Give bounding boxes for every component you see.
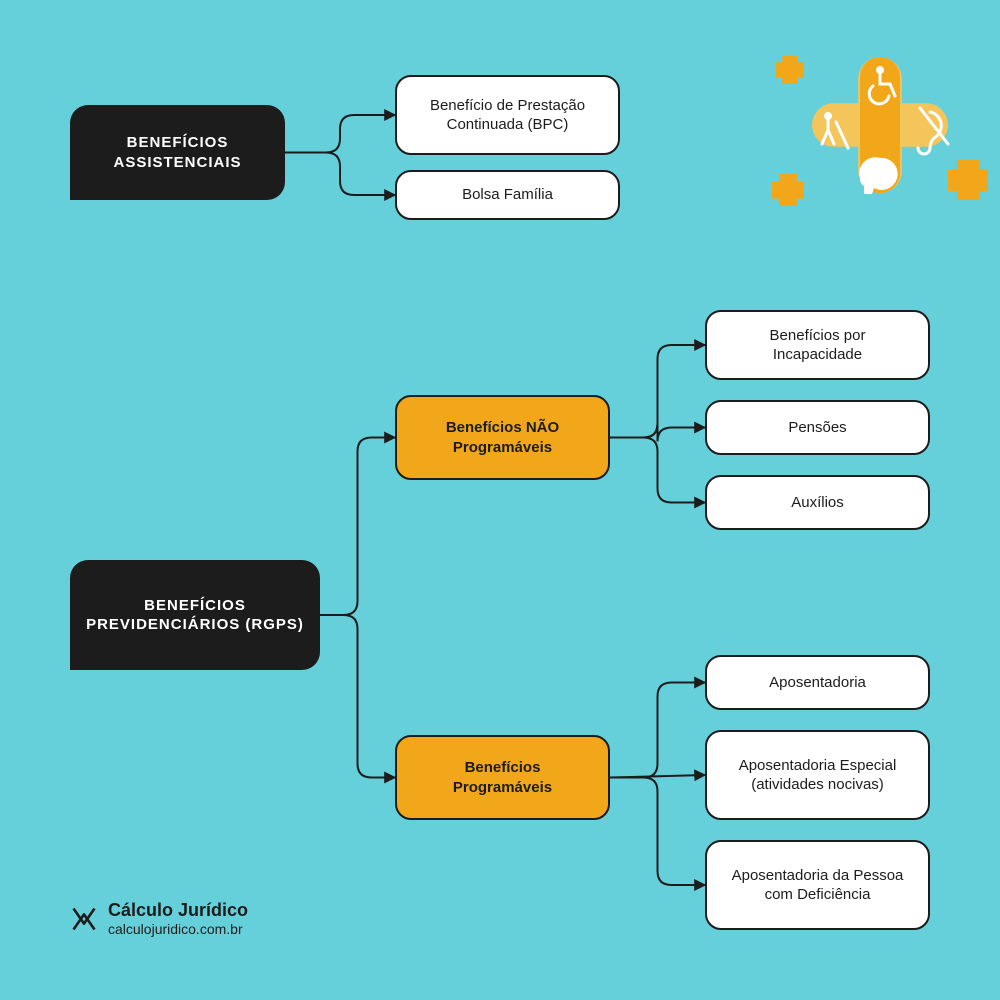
edge-g2b-l2b1	[610, 683, 705, 778]
edge-root1-n1a	[285, 115, 395, 153]
edge-g2b-l2b3	[610, 778, 705, 886]
node-l2b2: Aposentadoria Especial (atividades nociv…	[705, 730, 930, 820]
edge-g2a-l2a1	[610, 345, 705, 438]
node-root1: BENEFÍCIOS ASSISTENCIAIS	[70, 105, 285, 200]
brand-block: Cálculo Jurídico calculojuridico.com.br	[70, 900, 248, 937]
brand-title: Cálculo Jurídico	[108, 900, 248, 921]
node-g2a: Benefícios NÃO Programáveis	[395, 395, 610, 480]
edge-root2-g2a	[320, 438, 395, 616]
node-n1a: Benefício de Prestação Continuada (BPC)	[395, 75, 620, 155]
edge-g2b-l2b2	[610, 775, 705, 778]
brand-url: calculojuridico.com.br	[108, 921, 248, 937]
node-l2a3: Auxílios	[705, 475, 930, 530]
node-l2a1: Benefícios por Incapacidade	[705, 310, 930, 380]
node-n1b: Bolsa Família	[395, 170, 620, 220]
node-l2a2: Pensões	[705, 400, 930, 455]
node-root2: BENEFÍCIOS PREVIDENCIÁRIOS (RGPS)	[70, 560, 320, 670]
edge-g2a-l2a2	[610, 424, 705, 442]
node-l2b1: Aposentadoria	[705, 655, 930, 710]
edge-root2-g2b	[320, 615, 395, 778]
edge-root1-n1b	[285, 153, 395, 196]
node-g2b: Benefícios Programáveis	[395, 735, 610, 820]
accessibility-icon-cluster	[770, 30, 990, 235]
edge-g2a-l2a3	[610, 438, 705, 503]
brand-logo-icon	[70, 905, 98, 933]
node-l2b3: Aposentadoria da Pessoa com Deficiência	[705, 840, 930, 930]
diagram-canvas: Cálculo Jurídico calculojuridico.com.br …	[0, 0, 1000, 1000]
